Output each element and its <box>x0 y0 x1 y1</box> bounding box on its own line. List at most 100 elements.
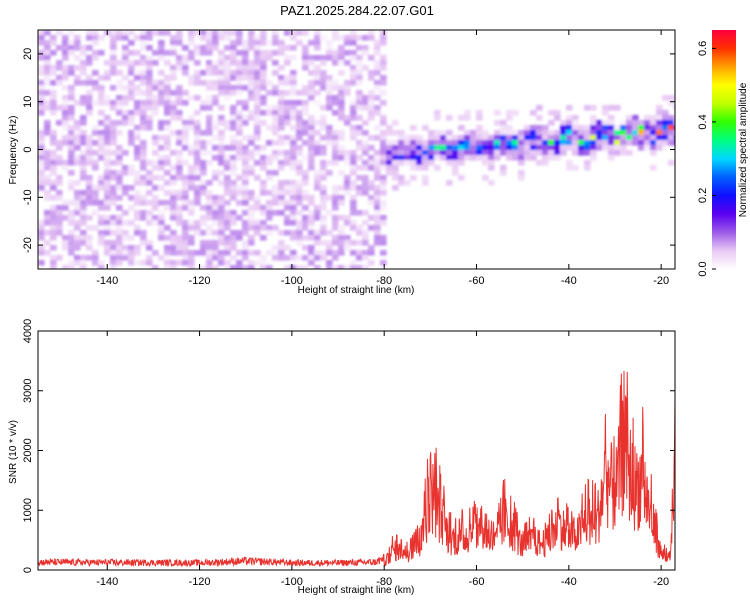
heatmap-cell <box>158 100 165 106</box>
heatmap-cell <box>278 80 285 86</box>
heatmap-cell <box>56 140 63 146</box>
heatmap-cell <box>38 150 45 156</box>
heatmap-cell <box>110 265 117 269</box>
heatmap-cell <box>440 155 447 161</box>
heatmap-cell <box>80 130 87 136</box>
heatmap-cell <box>38 50 45 56</box>
heatmap-cell <box>212 120 219 126</box>
heatmap-cell <box>332 155 339 161</box>
heatmap-cell <box>224 60 231 66</box>
heatmap-cell <box>116 35 123 41</box>
heatmap-cell <box>86 35 93 41</box>
heatmap-cell <box>518 140 525 146</box>
heatmap-cell <box>122 235 129 241</box>
heatmap-cell <box>560 130 567 136</box>
heatmap-cell <box>188 120 195 126</box>
heatmap-cell <box>176 155 183 161</box>
heatmap-cell <box>206 195 213 201</box>
heatmap-cell <box>116 205 123 211</box>
heatmap-cell <box>572 145 579 151</box>
heatmap-cell <box>170 150 177 156</box>
heatmap-cell <box>482 150 489 156</box>
heatmap-cell <box>272 250 279 256</box>
heatmap-cell <box>374 160 381 166</box>
heatmap-cell <box>506 140 513 146</box>
heatmap-cell <box>548 140 555 146</box>
heatmap-cell <box>530 145 537 151</box>
heatmap-cell <box>296 220 303 226</box>
heatmap-cell <box>308 80 315 86</box>
heatmap-cell <box>284 205 291 211</box>
heatmap-cell <box>80 255 87 261</box>
heatmap-cell <box>428 150 435 156</box>
heatmap-cell <box>500 125 507 131</box>
heatmap-cell <box>38 110 45 116</box>
heatmap-cell <box>80 45 87 51</box>
heatmap-cell <box>326 90 333 96</box>
heatmap-cell <box>392 120 399 126</box>
heatmap-cell <box>68 265 75 269</box>
heatmap-cell <box>200 265 207 269</box>
heatmap-cell <box>230 220 237 226</box>
heatmap-cell <box>374 125 381 131</box>
heatmap-cell <box>152 80 159 86</box>
heatmap-cell <box>314 80 321 86</box>
heatmap-cell <box>254 45 261 51</box>
heatmap-cell <box>134 155 141 161</box>
heatmap-cell <box>68 115 75 121</box>
heatmap-cell <box>350 165 357 171</box>
heatmap-cell <box>92 30 99 36</box>
heatmap-cell <box>218 120 225 126</box>
heatmap-cell <box>146 35 153 41</box>
heatmap-cell <box>296 160 303 166</box>
heatmap-cell <box>110 220 117 226</box>
heatmap-cell <box>278 110 285 116</box>
heatmap-cell <box>44 120 51 126</box>
heatmap-cell <box>266 155 273 161</box>
heatmap-cell <box>248 45 255 51</box>
heatmap-cell <box>368 30 375 36</box>
heatmap-cell <box>416 140 423 146</box>
heatmap-cell <box>68 105 75 111</box>
heatmap-cell <box>98 155 105 161</box>
heatmap-cell <box>104 205 111 211</box>
heatmap-cell <box>44 60 51 66</box>
heatmap-cell <box>242 155 249 161</box>
heatmap-cell <box>164 265 171 269</box>
heatmap-cell <box>62 65 69 71</box>
heatmap-cell <box>50 135 57 141</box>
heatmap-cell <box>254 70 261 76</box>
heatmap-cell <box>548 130 555 136</box>
heatmap-cell <box>482 175 489 181</box>
heatmap-cell <box>296 165 303 171</box>
heatmap-cell <box>176 205 183 211</box>
heatmap-cell <box>320 55 327 61</box>
heatmap-cell <box>50 245 57 251</box>
heatmap-cell <box>200 140 207 146</box>
heatmap-cell <box>308 235 315 241</box>
heatmap-cell <box>506 135 513 141</box>
heatmap-cell <box>434 145 441 151</box>
heatmap-cell <box>212 230 219 236</box>
heatmap-cell <box>290 255 297 261</box>
heatmap-cell <box>284 160 291 166</box>
heatmap-cell <box>134 210 141 216</box>
heatmap-cell <box>236 145 243 151</box>
heatmap-cell <box>188 260 195 266</box>
heatmap-cell <box>206 225 213 231</box>
heatmap-cell <box>656 125 663 131</box>
heatmap-cell <box>368 70 375 76</box>
heatmap-cell <box>290 45 297 51</box>
heatmap-cell <box>116 255 123 261</box>
heatmap-cell <box>176 40 183 46</box>
heatmap-cell <box>188 180 195 186</box>
heatmap-cell <box>422 145 429 151</box>
heatmap-cell <box>62 120 69 126</box>
heatmap-cell <box>620 135 627 141</box>
heatmap-cell <box>158 155 165 161</box>
heatmap-cell <box>662 135 669 141</box>
heatmap-cell <box>38 40 45 46</box>
heatmap-cell <box>344 235 351 241</box>
heatmap-cell <box>476 135 483 141</box>
heatmap-cell <box>212 155 219 161</box>
